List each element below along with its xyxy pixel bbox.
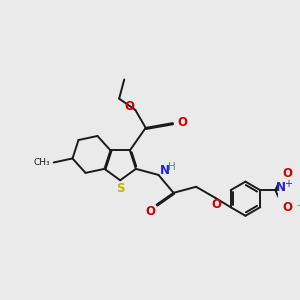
Text: N: N — [160, 164, 170, 177]
Text: O: O — [283, 201, 293, 214]
Text: O: O — [283, 167, 293, 180]
Text: O: O — [177, 116, 187, 129]
Text: CH₃: CH₃ — [33, 158, 50, 167]
Text: N: N — [276, 181, 286, 194]
Text: S: S — [116, 182, 124, 195]
Text: O: O — [145, 205, 155, 218]
Text: O: O — [124, 100, 134, 113]
Text: O: O — [211, 198, 221, 211]
Text: H: H — [168, 162, 176, 172]
Text: +: + — [284, 179, 292, 189]
Text: ⁻: ⁻ — [296, 203, 300, 213]
